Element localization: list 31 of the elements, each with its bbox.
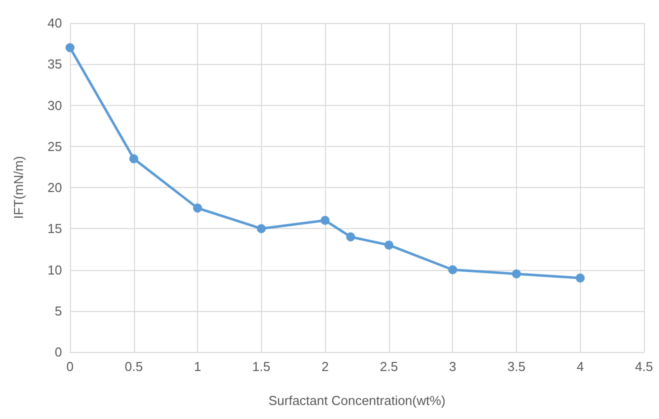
x-tick-label: 1.5: [252, 359, 270, 374]
point: [256, 224, 266, 234]
x-tick-label: 3: [449, 359, 456, 374]
x-tick-label: 4: [576, 359, 584, 374]
point: [512, 269, 521, 278]
y-tick-label: 0: [54, 344, 62, 360]
point: [320, 216, 330, 225]
point: [576, 273, 585, 282]
y-tick-label: 10: [48, 262, 62, 278]
point: [448, 265, 458, 274]
y-tick-label: 20: [48, 180, 62, 195]
x-axis-title: Surfactant Concentration(wt%): [268, 393, 446, 408]
y-tick-label: 40: [48, 16, 62, 30]
point: [193, 204, 202, 213]
point: [346, 232, 356, 242]
x-tick-label: 4.5: [634, 359, 654, 374]
point: [66, 43, 74, 52]
x-tick-label: 1: [194, 359, 202, 374]
y-tick-label: 15: [48, 221, 62, 236]
x-tick-label: 2.5: [380, 359, 398, 374]
y-tick-label: 25: [48, 138, 62, 154]
y-tick-label: 30: [48, 98, 62, 113]
point: [129, 154, 138, 164]
x-tick-label: 3.5: [507, 359, 526, 374]
y-tick-label: 5: [54, 303, 62, 318]
x-tick-label: 0.5: [124, 359, 143, 374]
y-tick-label: 35: [48, 56, 62, 72]
y-axis-title: IFT(mN/m): [11, 156, 26, 219]
x-tick-label: 0: [66, 359, 74, 374]
point: [384, 240, 394, 250]
x-tick-label: 2: [321, 359, 329, 374]
